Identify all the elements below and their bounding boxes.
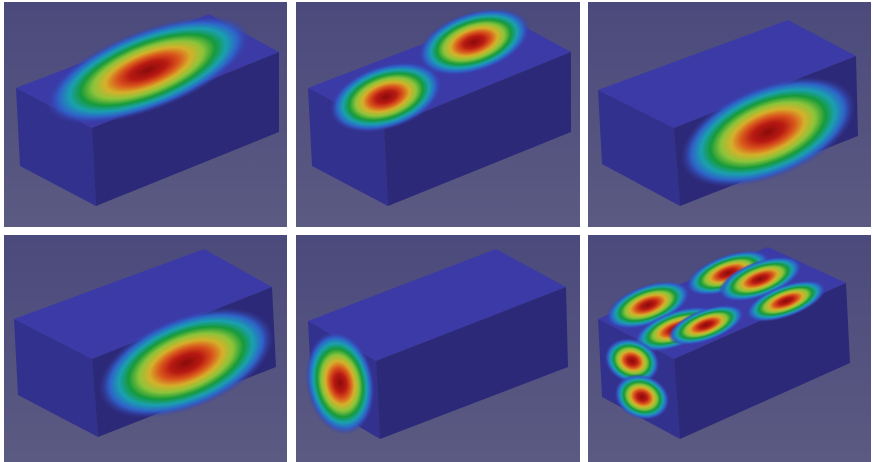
contour <box>614 374 670 420</box>
contour <box>686 250 770 296</box>
side-face <box>14 319 98 437</box>
side-face <box>308 88 388 206</box>
front-face <box>674 283 850 439</box>
top-face <box>14 249 272 359</box>
contour <box>680 77 856 187</box>
contour <box>718 256 802 302</box>
front-face <box>92 52 279 206</box>
contour <box>46 16 250 124</box>
contour <box>604 338 660 384</box>
contour <box>305 331 375 435</box>
side-face <box>598 90 680 206</box>
panel <box>4 2 287 227</box>
contour <box>329 61 443 133</box>
panel <box>588 235 871 462</box>
contour <box>98 308 274 418</box>
contour <box>746 280 826 322</box>
top-face <box>308 249 566 361</box>
panel <box>4 235 287 462</box>
top-face <box>598 20 856 128</box>
front-face <box>376 287 568 439</box>
panel <box>296 235 580 462</box>
panel <box>588 2 871 227</box>
contour <box>418 8 530 76</box>
side-face <box>16 88 96 206</box>
panel <box>296 2 580 227</box>
front-face <box>384 52 571 206</box>
contour <box>668 304 744 346</box>
